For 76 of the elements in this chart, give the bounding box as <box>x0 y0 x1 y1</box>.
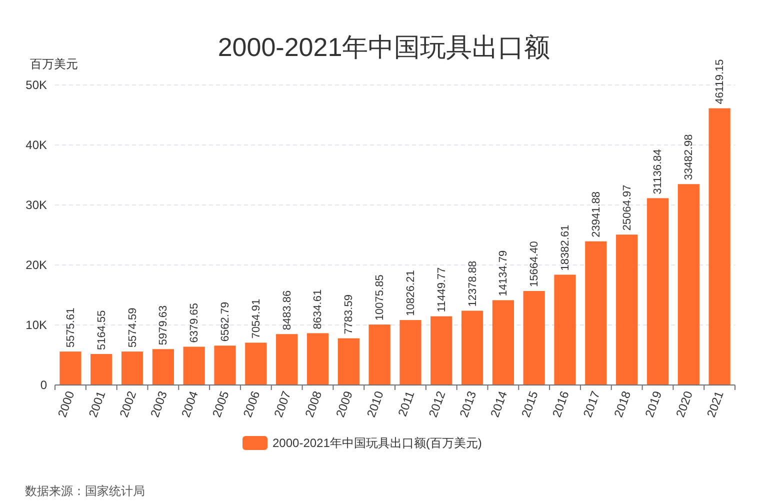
bar <box>338 338 360 385</box>
data-label: 10075.85 <box>374 274 386 321</box>
bar <box>60 352 82 385</box>
x-tick-label: 2018 <box>611 388 634 420</box>
bar <box>214 346 236 385</box>
data-label: 7054.91 <box>250 298 262 339</box>
y-tick-label: 50K <box>26 78 47 92</box>
x-tick-label: 2021 <box>704 388 726 420</box>
data-label: 8483.86 <box>281 290 294 330</box>
bar <box>152 349 174 385</box>
x-tick-label: 2000 <box>54 388 78 420</box>
data-label: 12378.88 <box>466 260 479 307</box>
bar <box>90 354 112 385</box>
bar <box>523 291 545 385</box>
x-tick-label: 2015 <box>518 388 542 420</box>
x-tick-label: 2017 <box>580 388 603 420</box>
x-tick-label: 2008 <box>302 388 325 420</box>
y-tick-label: 20K <box>26 258 47 272</box>
x-tick-label: 2019 <box>642 388 665 420</box>
bar <box>461 310 484 385</box>
x-tick-label: 2001 <box>86 388 108 420</box>
y-tick-label: 30K <box>26 198 47 212</box>
x-tick-label: 2010 <box>364 388 386 420</box>
bar <box>245 342 267 385</box>
x-tick-label: 2004 <box>178 388 202 420</box>
bar <box>492 300 514 385</box>
data-label: 5979.63 <box>158 305 170 346</box>
bar <box>585 241 607 385</box>
bar <box>183 346 205 385</box>
y-axis-title: 百万美元 <box>30 57 78 71</box>
bar <box>430 316 452 385</box>
x-tick-label: 2005 <box>210 388 232 420</box>
data-label: 6379.65 <box>188 302 201 343</box>
bar <box>306 333 329 385</box>
bar <box>276 334 298 385</box>
legend-label: 2000-2021年中国玩具出口额(百万美元) <box>272 436 482 450</box>
x-tick-label: 2014 <box>488 388 510 420</box>
data-label: 8634.61 <box>312 289 324 330</box>
data-label: 5575.61 <box>64 308 77 348</box>
bar <box>400 320 422 385</box>
bar <box>554 274 576 385</box>
x-tick-label: 2002 <box>116 388 140 420</box>
bar <box>678 184 700 385</box>
x-tick-label: 2013 <box>456 388 480 420</box>
y-tick-label: 10K <box>26 318 47 332</box>
x-tick-label: 2020 <box>673 388 696 420</box>
x-tick-label: 2009 <box>333 388 356 420</box>
source-note: 数据来源：国家统计局 <box>25 484 145 498</box>
bar <box>708 108 730 385</box>
data-label: 46119.15 <box>714 59 726 104</box>
data-label: 14134.79 <box>498 250 510 296</box>
x-tick-label: 2006 <box>240 388 263 420</box>
data-label: 18382.61 <box>560 224 572 271</box>
x-tick-label: 2003 <box>148 388 170 420</box>
data-label: 6562.79 <box>220 302 232 342</box>
data-label: 10826.21 <box>404 270 417 316</box>
data-label: 23941.88 <box>590 191 602 238</box>
x-tick-label: 2007 <box>271 388 294 420</box>
data-label: 5574.59 <box>126 308 139 348</box>
y-tick-label: 40K <box>26 138 47 152</box>
x-tick-label: 2016 <box>550 388 572 420</box>
bar <box>616 234 638 385</box>
data-label: 11449.77 <box>436 267 448 312</box>
y-tick-label: 0 <box>40 378 48 392</box>
x-tick-label: 2011 <box>395 388 418 418</box>
data-label: 15664.40 <box>528 241 541 288</box>
bar <box>368 324 390 385</box>
data-label: 7783.59 <box>343 294 356 334</box>
bar <box>646 198 669 385</box>
chart-title: 2000-2021年中国玩具出口额 <box>218 32 550 62</box>
data-label: 5164.55 <box>96 310 108 350</box>
data-label: 33482.98 <box>683 134 696 180</box>
data-label: 31136.84 <box>652 149 664 194</box>
data-label: 25064.97 <box>621 184 634 231</box>
x-tick-label: 2012 <box>426 388 448 420</box>
bar <box>121 352 144 385</box>
